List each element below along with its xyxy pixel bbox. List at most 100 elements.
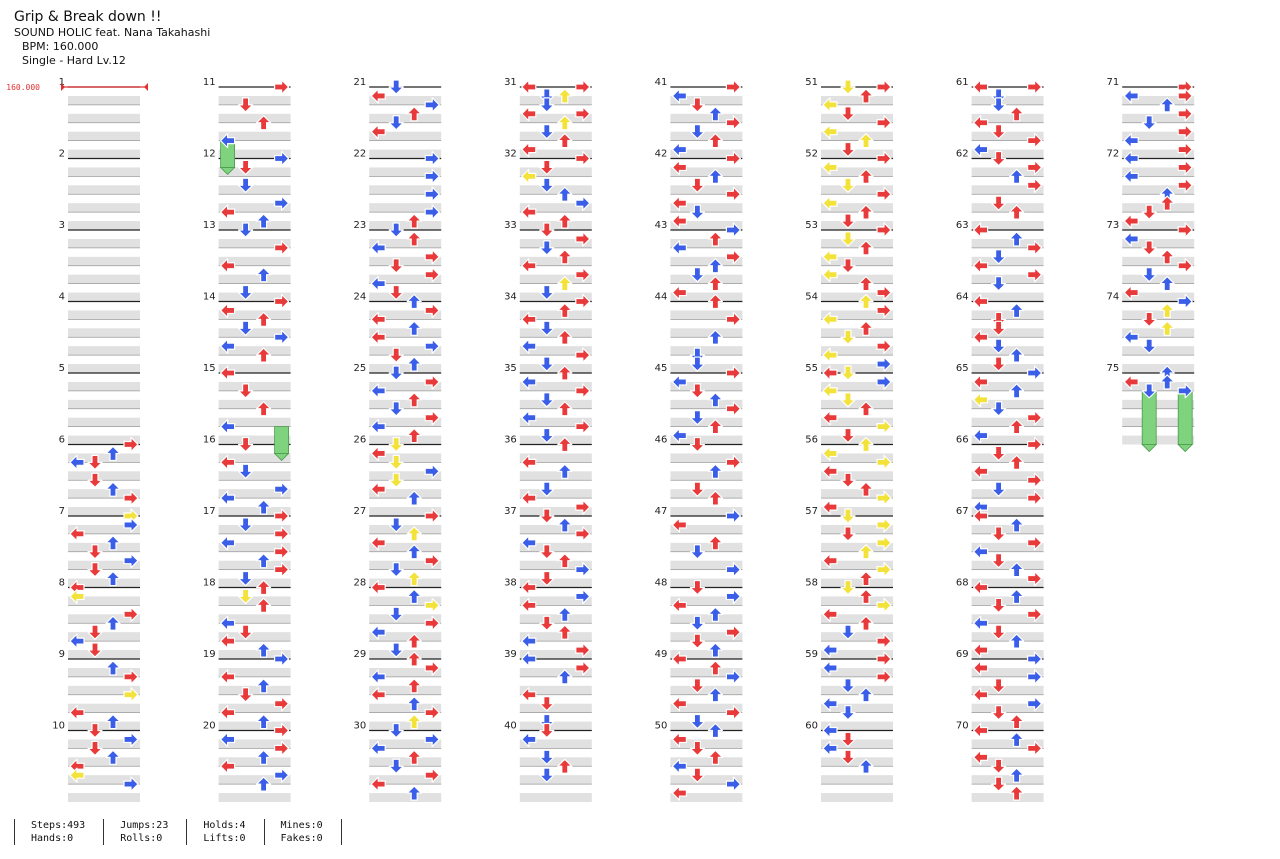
arrow-up-icon [256, 401, 272, 417]
bpm-marker-start [61, 83, 65, 91]
arrow-right-icon [575, 347, 591, 363]
beat-band [68, 667, 140, 677]
arrow-up-icon [1008, 204, 1025, 220]
beat-band [821, 524, 893, 534]
arrow-down-icon [388, 222, 404, 238]
arrow-up-icon [406, 526, 422, 542]
arrow-right-icon [725, 401, 742, 417]
arrow-down-icon [539, 508, 555, 524]
beat-band [68, 507, 140, 516]
arrow-right-icon [725, 624, 742, 640]
beat-band [670, 667, 743, 677]
arrow-right-icon [1177, 222, 1193, 238]
beat-band [369, 793, 442, 802]
beat-band [369, 775, 442, 785]
beat-band [670, 793, 743, 802]
arrow-up-icon [1008, 383, 1025, 399]
arrow-down-icon [840, 579, 856, 596]
arrow-up-icon [256, 597, 272, 613]
beat-band [821, 632, 893, 642]
beat-band [519, 703, 592, 713]
beat-band [670, 757, 743, 767]
beat-band [519, 489, 592, 499]
beat-band [971, 381, 1044, 391]
beat-band [821, 274, 893, 284]
arrow-right-icon [424, 615, 440, 631]
arrow-right-icon [725, 249, 742, 265]
beat-band [821, 364, 893, 373]
arrow-down-icon [689, 579, 706, 596]
arrow-down-icon [990, 481, 1007, 497]
arrow-right-icon [274, 544, 290, 560]
beat-band [821, 489, 893, 499]
measure-number: 52 [805, 149, 818, 160]
arrow-left-icon [521, 535, 537, 551]
beat-band [971, 632, 1044, 642]
beat-band [68, 149, 140, 159]
beat-band [670, 364, 743, 373]
arrow-left-icon [220, 204, 236, 220]
arrow-right-icon [725, 150, 742, 167]
stats-col-3: Holds:4 Lifts:0 [186, 819, 263, 845]
beat-band [218, 632, 291, 642]
arrow-down-icon [689, 410, 706, 426]
arrow-up-icon [105, 660, 121, 676]
arrow-up-icon [707, 463, 724, 479]
arrow-up-icon [858, 240, 874, 256]
arrow-down-icon [388, 472, 404, 488]
arrow-left-icon [521, 687, 537, 703]
beat-band [971, 185, 1044, 195]
arrow-left-icon [822, 410, 838, 426]
measure-number: 70 [956, 721, 969, 732]
beat-band [369, 364, 442, 373]
arrow-right-icon [1177, 124, 1193, 140]
arrow-up-icon [406, 392, 422, 408]
arrow-right-icon [876, 186, 892, 202]
arrow-left-icon [521, 106, 537, 122]
arrow-left-icon [69, 526, 85, 542]
beat-band [218, 614, 291, 624]
beat-band [670, 328, 743, 338]
measure-number: 75 [1106, 363, 1119, 374]
arrow-right-icon [1177, 88, 1193, 104]
arrow-left-icon [1123, 150, 1139, 167]
beat-band [1122, 131, 1195, 141]
beat-band [369, 274, 442, 284]
beat-band [670, 95, 743, 105]
beat-band [1122, 185, 1195, 195]
arrow-down-icon [87, 544, 103, 560]
arrow-right-icon [876, 302, 892, 319]
beat-band [218, 471, 291, 481]
beat-band [218, 435, 291, 445]
beat-band [1122, 417, 1195, 427]
beat-band [369, 310, 442, 320]
arrow-up-icon [406, 293, 422, 310]
arrow-left-icon [671, 427, 688, 444]
arrow-down-icon [689, 713, 706, 730]
arrow-up-icon [1008, 454, 1025, 470]
arrow-down-icon [87, 722, 103, 739]
arrow-down-icon [689, 124, 706, 140]
arrow-left-icon [370, 419, 386, 435]
beat-band [519, 381, 592, 391]
arrow-down-icon [840, 508, 856, 524]
beat-band [369, 221, 442, 230]
song-title: Grip & Break down !! [14, 9, 162, 25]
beat-band [821, 185, 893, 195]
stats-col-4: Mines:0 Fakes:0 [263, 819, 341, 845]
arrow-right-icon [424, 463, 440, 479]
measure-number: 33 [504, 220, 517, 231]
arrow-left-icon [822, 159, 838, 176]
arrow-up-icon [557, 365, 573, 381]
arrow-left-icon [370, 669, 386, 685]
arrow-down-icon [840, 79, 856, 95]
arrow-up-icon [858, 615, 874, 631]
bpm-marker-end [144, 83, 148, 91]
arrow-right-icon [424, 204, 440, 220]
arrow-up-icon [105, 615, 121, 631]
arrow-left-icon [370, 579, 386, 596]
beat-band [218, 453, 291, 463]
arrow-down-icon [689, 615, 706, 631]
arrow-right-icon [1026, 410, 1043, 426]
beat-band [218, 757, 291, 767]
